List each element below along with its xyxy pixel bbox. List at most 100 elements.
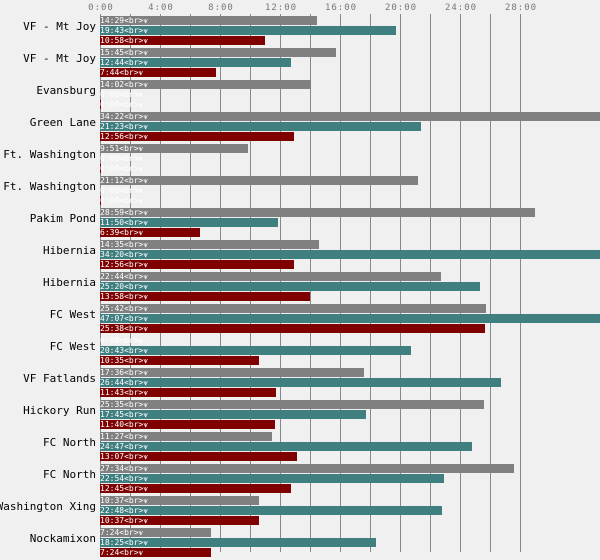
bar-value-label: 34:22<br>⩛ [100, 112, 148, 121]
bar-value-label: 0:00<br>⩛ [100, 336, 144, 345]
x-tick-label: 0:00 [88, 3, 114, 13]
bar-value-label: 34:20<br>⩛ [100, 250, 148, 259]
bar-series-3 [100, 452, 297, 461]
category-label: Evansburg [36, 84, 96, 97]
bar-value-label: 10:37<br>⩛ [100, 496, 148, 505]
bar-series-1 [100, 464, 514, 473]
bar-series-1 [100, 48, 337, 57]
x-tick-label: 4:00 [148, 3, 174, 13]
category-label: Pakim Pond [29, 212, 96, 225]
category-label: FC West [49, 308, 96, 321]
bar-value-label: 11:43<br>⩛ [100, 388, 148, 397]
bar-series-2 [100, 122, 421, 131]
category-label: VF - Mt Joy [23, 20, 96, 33]
bar-value-label: 47:07<br>⩛ [100, 314, 148, 323]
bar-value-label: 20:43<br>⩛ [100, 346, 148, 355]
bar-series-3 [100, 228, 200, 237]
category-label: VF - Mt Joy [23, 52, 96, 65]
bar-series-2 [100, 218, 278, 227]
bar-series-3 [100, 516, 260, 525]
bar-value-label: 25:38<br>⩛ [100, 324, 148, 333]
bar-value-label: 10:37<br>⩛ [100, 516, 148, 525]
bar-series-1 [100, 432, 272, 441]
category-label: Hickory Run [23, 404, 96, 417]
bar-value-label: 0:00<br>⩛ [100, 196, 144, 205]
bar-series-3 [100, 484, 292, 493]
bar-series-1 [100, 112, 600, 121]
bar-value-label: 0:00<br>⩛ [100, 164, 144, 173]
bar-series-3 [100, 132, 294, 141]
bar-value-label: 13:07<br>⩛ [100, 452, 148, 461]
bar-series-3 [100, 36, 265, 45]
x-tick-label: 20:00 [384, 3, 418, 13]
bar-value-label: 11:40<br>⩛ [100, 420, 148, 429]
bar-series-2 [100, 442, 472, 451]
category-label: FC North [43, 468, 96, 481]
bar-value-label: 22:44<br>⩛ [100, 272, 148, 281]
bar-series-3 [100, 548, 211, 557]
bar-value-label: 22:54<br>⩛ [100, 474, 148, 483]
bar-series-2 [100, 58, 291, 67]
bar-series-2 [100, 474, 444, 483]
bar-value-label: 12:44<br>⩛ [100, 58, 148, 67]
category-label: Washington Xing [0, 500, 96, 513]
bar-value-label: 28:59<br>⩛ [100, 208, 148, 217]
category-label: Nockamixon [29, 532, 96, 545]
category-label: FC West [49, 340, 96, 353]
category-label: FC North [43, 436, 96, 449]
bar-value-label: 17:45<br>⩛ [100, 410, 148, 419]
bar-series-3 [100, 260, 294, 269]
bar-series-1 [100, 240, 319, 249]
category-label: Green Lane [29, 116, 96, 129]
category-label: Ft. Washington [3, 148, 96, 161]
bar-value-label: 14:02<br>⩛ [100, 80, 148, 89]
bar-value-label: 11:50<br>⩛ [100, 218, 148, 227]
bar-value-label: 10:35<br>⩛ [100, 356, 148, 365]
bar-value-label: 10:58<br>⩛ [100, 36, 148, 45]
bar-series-1 [100, 304, 486, 313]
bar-value-label: 22:48<br>⩛ [100, 506, 148, 515]
bar-series-3 [100, 292, 310, 301]
bar-value-label: 25:42<br>⩛ [100, 304, 148, 313]
bar-series-3 [100, 324, 485, 333]
bar-value-label: 0:00<br>⩛ [100, 154, 144, 163]
bar-value-label: 21:23<br>⩛ [100, 122, 148, 131]
bar-value-label: 26:44<br>⩛ [100, 378, 148, 387]
bar-value-label: 27:34<br>⩛ [100, 464, 148, 473]
bar-series-3 [100, 196, 101, 205]
bar-value-label: 7:24<br>⩛ [100, 548, 144, 557]
bar-value-label: 0:00<br>⩛ [100, 100, 144, 109]
bar-series-1 [100, 208, 535, 217]
bar-value-label: 19:43<br>⩛ [100, 26, 148, 35]
bar-value-label: 13:58<br>⩛ [100, 292, 148, 301]
bar-value-label: 12:45<br>⩛ [100, 484, 148, 493]
bar-value-label: 14:35<br>⩛ [100, 240, 148, 249]
bar-value-label: 15:45<br>⩛ [100, 48, 148, 57]
bar-series-1 [100, 400, 484, 409]
bar-value-label: 7:24<br>⩛ [100, 528, 144, 537]
bar-series-2 [100, 314, 600, 323]
bar-series-3 [100, 388, 276, 397]
bar-series-2 [100, 346, 411, 355]
bar-series-2 [100, 250, 600, 259]
bar-value-label: 12:56<br>⩛ [100, 260, 148, 269]
bar-value-label: 7:44<br>⩛ [100, 68, 144, 77]
bar-series-2 [100, 378, 501, 387]
category-label: Hibernia [43, 276, 96, 289]
bar-value-label: 25:20<br>⩛ [100, 282, 148, 291]
bar-series-3 [100, 164, 101, 173]
x-tick-label: 8:00 [208, 3, 234, 13]
bar-series-1 [100, 144, 248, 153]
bar-value-label: 21:12<br>⩛ [100, 176, 148, 185]
gridline [490, 14, 491, 552]
bar-series-2 [100, 506, 442, 515]
bar-value-label: 11:27<br>⩛ [100, 432, 148, 441]
bar-series-2 [100, 282, 480, 291]
x-tick-label: 16:00 [324, 3, 358, 13]
bar-series-3 [100, 68, 216, 77]
bar-series-1 [100, 16, 318, 25]
category-label: VF Fatlands [23, 372, 96, 385]
bar-series-2 [100, 538, 377, 547]
bar-value-label: 14:29<br>⩛ [100, 16, 148, 25]
